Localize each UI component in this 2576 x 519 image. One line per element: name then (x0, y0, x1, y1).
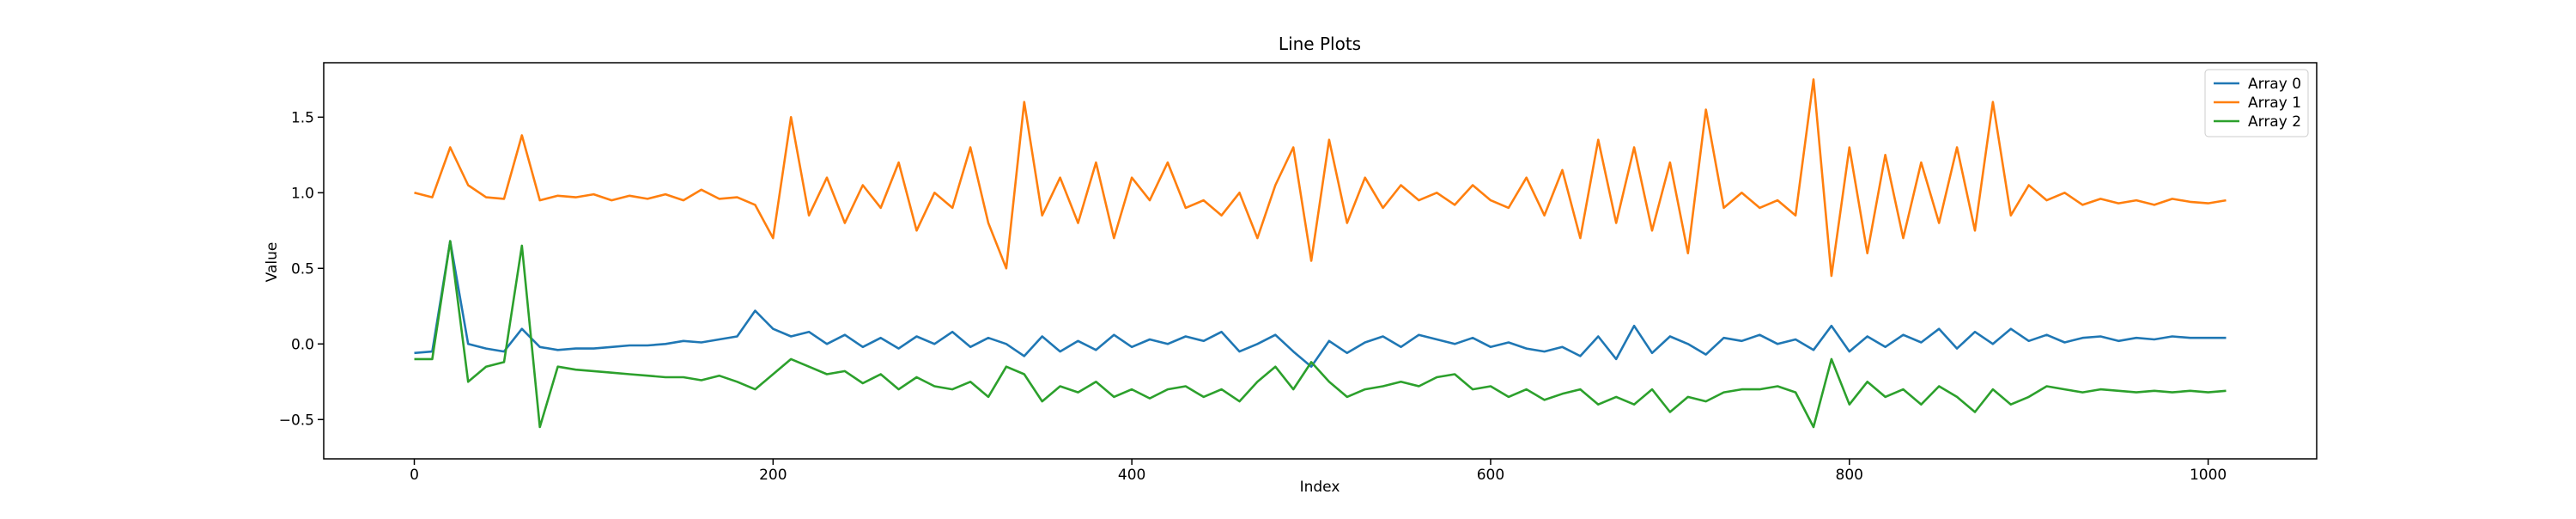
y-tick-label: 1.5 (291, 109, 314, 126)
legend-label: Array 2 (2248, 113, 2301, 131)
x-tick-label: 800 (1836, 467, 1863, 484)
y-tick-label: 0.5 (291, 260, 314, 278)
y-tick-label: 1.0 (291, 185, 314, 202)
line-series (414, 240, 2227, 429)
line-series (414, 240, 2227, 368)
x-axis-label: Index (1300, 479, 1340, 496)
legend-label: Array 0 (2248, 76, 2301, 93)
x-tick-label: 600 (1477, 467, 1504, 484)
legend-box (2204, 69, 2309, 137)
x-tick-label: 0 (410, 467, 419, 484)
legend-label: Array 1 (2248, 95, 2301, 112)
y-tick-label: 0.0 (291, 336, 314, 353)
x-tick-label: 1000 (2190, 467, 2227, 484)
x-tick-label: 200 (759, 467, 787, 484)
chart-title: Line Plots (1279, 34, 1361, 54)
y-axis-label: Value (264, 242, 281, 283)
y-tick-label: −0.5 (279, 412, 314, 429)
x-tick-label: 400 (1118, 467, 1145, 484)
line-series (414, 78, 2227, 278)
plot-frame (323, 62, 2318, 460)
